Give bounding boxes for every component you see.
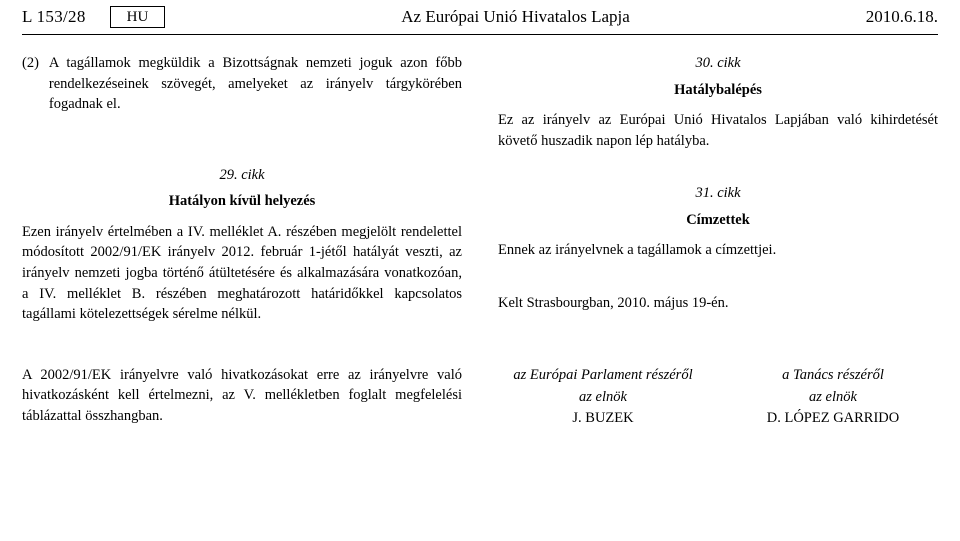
- signature-row: A 2002/91/EK irányelvre való hivatkozáso…: [0, 365, 960, 430]
- header-rule: [22, 34, 938, 35]
- recital-text: A tagállamok megküldik a Bizottságnak ne…: [49, 53, 462, 115]
- two-column-body: (2) A tagállamok megküldik a Bizottságna…: [0, 53, 960, 337]
- page-header: L 153/28 HU Az Európai Unió Hivatalos La…: [0, 0, 960, 32]
- signature-ep: az Európai Parlament részéről az elnök J…: [498, 365, 708, 430]
- article-31-title: Címzettek: [498, 210, 938, 231]
- article-29-title: Hatályon kívül helyezés: [22, 191, 462, 212]
- signatures: az Európai Parlament részéről az elnök J…: [498, 365, 938, 430]
- signature-council: a Tanács részéről az elnök D. LÓPEZ GARR…: [728, 365, 938, 430]
- council-role: az elnök: [728, 387, 938, 409]
- journal-title: Az Európai Unió Hivatalos Lapja: [165, 7, 865, 27]
- reference-clause: A 2002/91/EK irányelvre való hivatkozáso…: [22, 365, 462, 430]
- ep-on-behalf: az Európai Parlament részéről: [498, 365, 708, 387]
- article-29-number: 29. cikk: [22, 165, 462, 186]
- right-column: 30. cikk Hatálybalépés Ez az irányelv az…: [498, 53, 938, 337]
- recital-2: (2) A tagállamok megküldik a Bizottságna…: [22, 53, 462, 115]
- article-30-title: Hatálybalépés: [498, 80, 938, 101]
- language-code-box: HU: [110, 6, 166, 28]
- header-left: L 153/28 HU: [22, 6, 165, 28]
- left-column: (2) A tagállamok megküldik a Bizottságna…: [22, 53, 462, 337]
- council-signatory-name: D. LÓPEZ GARRIDO: [728, 408, 938, 430]
- council-on-behalf: a Tanács részéről: [728, 365, 938, 387]
- article-29-body: Ezen irányelv értelmében a IV. melléklet…: [22, 222, 462, 325]
- article-30-number: 30. cikk: [498, 53, 938, 74]
- article-31-body: Ennek az irányelvnek a tagállamok a címz…: [498, 240, 938, 261]
- header-date: 2010.6.18.: [866, 7, 938, 27]
- ep-role: az elnök: [498, 387, 708, 409]
- article-31-number: 31. cikk: [498, 183, 938, 204]
- ep-signatory-name: J. BUZEK: [498, 408, 708, 430]
- article-30-body: Ez az irányelv az Európai Unió Hivatalos…: [498, 110, 938, 151]
- done-at-line: Kelt Strasbourgban, 2010. május 19-én.: [498, 293, 938, 314]
- recital-number: (2): [22, 53, 39, 115]
- page-reference: L 153/28: [22, 7, 86, 27]
